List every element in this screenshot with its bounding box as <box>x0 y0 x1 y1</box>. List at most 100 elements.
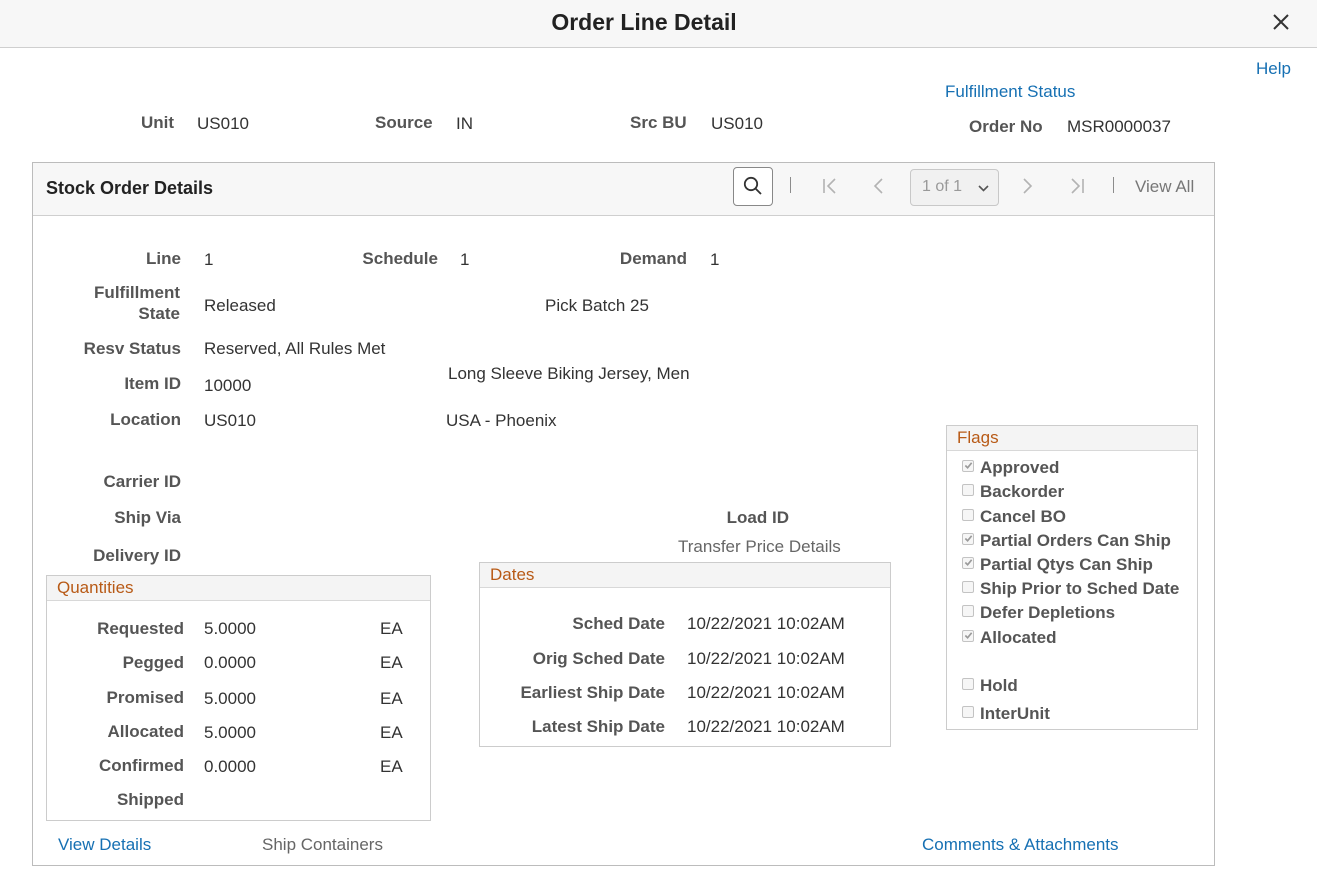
close-icon[interactable] <box>1268 9 1294 35</box>
previous-page-icon[interactable] <box>869 176 889 196</box>
location-description: USA - Phoenix <box>446 411 557 430</box>
fulfillment-state-value: Released <box>204 296 276 315</box>
quantity-value: 5.0000 <box>204 689 256 708</box>
checkmark-icon <box>964 632 973 639</box>
panel-header: Stock Order Details 1 of 1 View All <box>33 163 1214 216</box>
quantity-uom: EA <box>380 689 403 708</box>
comments-attachments-link[interactable]: Comments & Attachments <box>922 835 1119 854</box>
schedule-label: Schedule <box>362 249 438 268</box>
source-value: IN <box>456 114 473 133</box>
resv-status-value: Reserved, All Rules Met <box>204 339 386 358</box>
flag-label: InterUnit <box>980 704 1050 723</box>
search-button[interactable] <box>733 167 773 206</box>
date-label: Earliest Ship Date <box>520 683 665 702</box>
source-label: Source <box>375 113 433 132</box>
flag-label: Partial Orders Can Ship <box>980 531 1171 550</box>
flag-label: Defer Depletions <box>980 603 1116 622</box>
fulfillment-state-label-2: State <box>138 304 180 323</box>
checkmark-icon <box>964 559 973 566</box>
fulfillment-state-label: Fulfillment <box>94 283 180 302</box>
ship-via-label: Ship Via <box>114 508 181 527</box>
chevron-down-icon <box>978 185 989 192</box>
flag-checkbox[interactable] <box>962 460 974 472</box>
flag-checkbox[interactable] <box>962 706 974 718</box>
flag-checkbox[interactable] <box>962 484 974 496</box>
src-bu-label: Src BU <box>630 113 687 132</box>
flag-checkbox[interactable] <box>962 630 974 642</box>
quantities-group-title: Quantities <box>57 578 134 597</box>
unit-label: Unit <box>141 113 175 132</box>
quantity-value: 5.0000 <box>204 723 256 742</box>
pick-batch-value: Pick Batch 25 <box>545 296 649 315</box>
dates-group-title: Dates <box>490 565 535 584</box>
flag-checkbox[interactable] <box>962 557 974 569</box>
first-page-icon[interactable] <box>820 176 840 196</box>
flag-label: Partial Qtys Can Ship <box>980 555 1153 574</box>
flag-checkbox[interactable] <box>962 581 974 593</box>
modal-title: Order Line Detail <box>551 9 737 35</box>
page-select[interactable]: 1 of 1 <box>910 169 999 206</box>
quantity-uom: EA <box>380 757 403 776</box>
date-label: Sched Date <box>572 614 665 633</box>
line-label: Line <box>146 249 181 268</box>
transfer-price-details-link[interactable]: Transfer Price Details <box>678 537 841 556</box>
separator <box>790 177 791 193</box>
order-no-value: MSR0000037 <box>1067 117 1171 136</box>
quantity-value: 0.0000 <box>204 653 256 672</box>
flag-label: Allocated <box>980 628 1057 647</box>
view-all-link[interactable]: View All <box>1135 177 1195 196</box>
quantities-group-header: Quantities <box>47 576 430 601</box>
flag-label: Backorder <box>980 482 1065 501</box>
flags-group-header: Flags <box>947 426 1197 451</box>
quantity-label: Allocated <box>107 722 184 741</box>
quantity-label: Confirmed <box>99 756 184 775</box>
help-link[interactable]: Help <box>1256 59 1291 78</box>
demand-value: 1 <box>710 250 720 269</box>
flag-checkbox[interactable] <box>962 678 974 690</box>
view-details-link[interactable]: View Details <box>58 835 152 854</box>
search-icon <box>743 176 762 195</box>
modal-header: Order Line Detail <box>0 0 1317 48</box>
flag-label: Cancel BO <box>980 507 1066 526</box>
checkmark-icon <box>964 462 973 469</box>
flag-label: Approved <box>980 458 1060 477</box>
date-label: Latest Ship Date <box>531 717 665 736</box>
quantity-label: Shipped <box>116 790 184 809</box>
flags-group-title: Flags <box>957 428 999 447</box>
fulfillment-status-link[interactable]: Fulfillment Status <box>945 82 1076 101</box>
date-value: 10/22/2021 10:02AM <box>687 649 845 668</box>
quantity-uom: EA <box>380 653 403 672</box>
delivery-id-label: Delivery ID <box>93 546 181 565</box>
next-page-icon[interactable] <box>1017 176 1037 196</box>
dates-group: Dates <box>479 562 891 747</box>
date-label: Orig Sched Date <box>532 649 665 668</box>
unit-value: US010 <box>197 114 249 133</box>
src-bu-value: US010 <box>711 114 763 133</box>
resv-status-label: Resv Status <box>83 339 181 358</box>
ship-containers-link[interactable]: Ship Containers <box>262 835 383 854</box>
last-page-icon[interactable] <box>1067 176 1087 196</box>
quantity-uom: EA <box>380 723 403 742</box>
flag-checkbox[interactable] <box>962 509 974 521</box>
quantity-label: Requested <box>97 619 184 638</box>
line-value: 1 <box>204 250 214 269</box>
item-description: Long Sleeve Biking Jersey, Men <box>448 364 690 383</box>
flag-checkbox[interactable] <box>962 605 974 617</box>
load-id-label: Load ID <box>726 508 789 527</box>
item-id-value: 10000 <box>204 376 252 395</box>
item-id-label: Item ID <box>124 374 181 393</box>
flag-checkbox[interactable] <box>962 533 974 545</box>
date-value: 10/22/2021 10:02AM <box>687 717 845 736</box>
demand-label: Demand <box>619 249 687 268</box>
quantity-uom: EA <box>380 619 403 638</box>
panel-title: Stock Order Details <box>46 178 214 198</box>
location-label: Location <box>110 410 181 429</box>
date-value: 10/22/2021 10:02AM <box>687 683 845 702</box>
page-select-value: 1 of 1 <box>922 178 963 195</box>
flag-label: Ship Prior to Sched Date <box>980 579 1180 598</box>
schedule-value: 1 <box>460 250 470 269</box>
flags-group: Flags <box>946 425 1198 730</box>
flag-label: Hold <box>980 676 1018 695</box>
quantities-group: Quantities <box>46 575 431 821</box>
date-value: 10/22/2021 10:02AM <box>687 614 845 633</box>
